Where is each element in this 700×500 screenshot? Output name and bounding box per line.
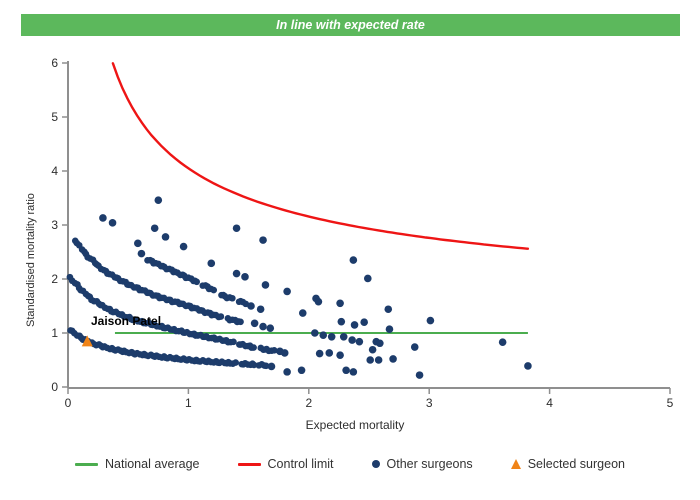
red-line-icon — [237, 462, 261, 466]
svg-text:5: 5 — [667, 396, 674, 410]
svg-text:2: 2 — [305, 396, 312, 410]
selected-surgeon-label: Jaison Patel — [91, 314, 162, 328]
legend-label: National average — [105, 457, 200, 471]
legend-item-other-surgeons: Other surgeons — [371, 457, 473, 471]
legend-item-selected-surgeon: Selected surgeon — [510, 457, 625, 471]
funnel-plot-canvas: 0 1 2 3 4 5 0 1 2 3 4 5 6 — [51, 56, 674, 410]
svg-text:1: 1 — [51, 326, 58, 340]
green-line-icon — [75, 462, 98, 466]
svg-text:5: 5 — [51, 110, 58, 124]
x-axis-title: Expected mortality — [305, 418, 405, 432]
legend-item-national-average: National average — [75, 457, 200, 471]
legend-label: Other surgeons — [386, 457, 473, 471]
svg-text:4: 4 — [546, 396, 553, 410]
status-banner: In line with expected rate — [21, 14, 680, 36]
svg-text:0: 0 — [51, 380, 58, 394]
svg-text:3: 3 — [426, 396, 433, 410]
svg-text:4: 4 — [51, 164, 58, 178]
legend-label: Selected surgeon — [527, 457, 625, 471]
legend-item-control-limit: Control limit — [237, 457, 334, 471]
svg-text:6: 6 — [51, 56, 58, 70]
svg-text:2: 2 — [51, 272, 58, 286]
triangle-icon — [510, 459, 521, 469]
svg-text:1: 1 — [185, 396, 192, 410]
dot-icon — [371, 460, 380, 468]
svg-text:0: 0 — [65, 396, 72, 410]
legend-label: Control limit — [267, 457, 334, 471]
svg-text:3: 3 — [51, 218, 58, 232]
chart-legend: National average Control limit Other sur… — [0, 457, 700, 471]
